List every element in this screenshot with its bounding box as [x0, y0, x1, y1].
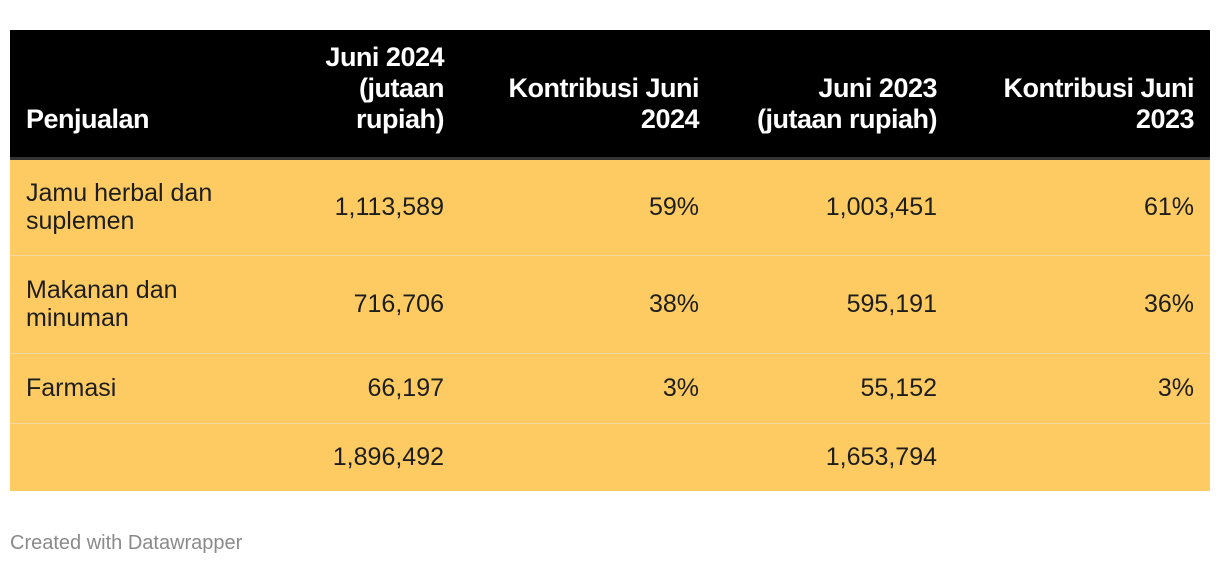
datawrapper-credit: Created with Datawrapper — [10, 532, 243, 554]
table-cell-value-2023: 1,003,451 — [825, 193, 937, 221]
column-header-penjualan: Penjualan — [10, 30, 260, 160]
table-cell-category: Makanan dan minuman — [10, 254, 260, 353]
table-cell-value-2024: 1,113,589 — [334, 193, 444, 221]
column-header-juni-2023: Juni 2023 (jutaan rupiah) — [715, 30, 953, 160]
table-cell-share-2024: 3% — [460, 352, 715, 423]
table-cell-share-2023: 61% — [1143, 193, 1194, 221]
table-cell-value-2023: 595,191 — [715, 254, 953, 353]
table-cell-share-2024: 59% — [648, 193, 699, 221]
table-cell-total-2024: 1,896,492 — [260, 422, 460, 491]
table-cell-category: Farmasi — [10, 352, 260, 423]
table-cell-category — [10, 422, 260, 491]
table-cell-share-2024: 38% — [460, 254, 715, 353]
table-cell-value-2024: 66,197 — [260, 352, 460, 423]
table-cell-value-2023: 55,152 — [715, 352, 953, 423]
table-cell-value-2024: 716,706 — [260, 254, 460, 353]
data-table-container: Penjualan Juni 2024 (jutaan rupiah) Kont… — [10, 30, 1210, 491]
table-cell-share-2023: 36% — [953, 254, 1210, 353]
column-header-kontribusi-2023: Kontribusi Juni 2023 — [953, 30, 1210, 160]
table-cell-share-2023: 3% — [953, 352, 1210, 423]
table-row: Farmasi 66,197 3% 55,152 3% — [10, 352, 1210, 423]
column-header-juni-2024: Juni 2024 (jutaan rupiah) — [260, 30, 460, 160]
table-cell-category: Jamu herbal dan suplemen — [26, 179, 213, 235]
table-cell-total-2023: 1,653,794 — [715, 422, 953, 491]
table-header-row: Penjualan Juni 2024 (jutaan rupiah) Kont… — [10, 30, 1210, 160]
column-header-kontribusi-2024: Kontribusi Juni 2024 — [460, 30, 715, 160]
table-total-row: 1,896,492 1,653,794 — [10, 422, 1210, 491]
table-cell-share-2024 — [460, 422, 715, 491]
table-row: Makanan dan minuman 716,706 38% 595,191 … — [10, 254, 1210, 353]
table-cell-share-2023 — [953, 422, 1210, 491]
table-row: Jamu herbal dan suplemen 1,113,589 59% 1… — [10, 158, 1210, 255]
sales-table: Penjualan Juni 2024 (jutaan rupiah) Kont… — [10, 30, 1210, 491]
